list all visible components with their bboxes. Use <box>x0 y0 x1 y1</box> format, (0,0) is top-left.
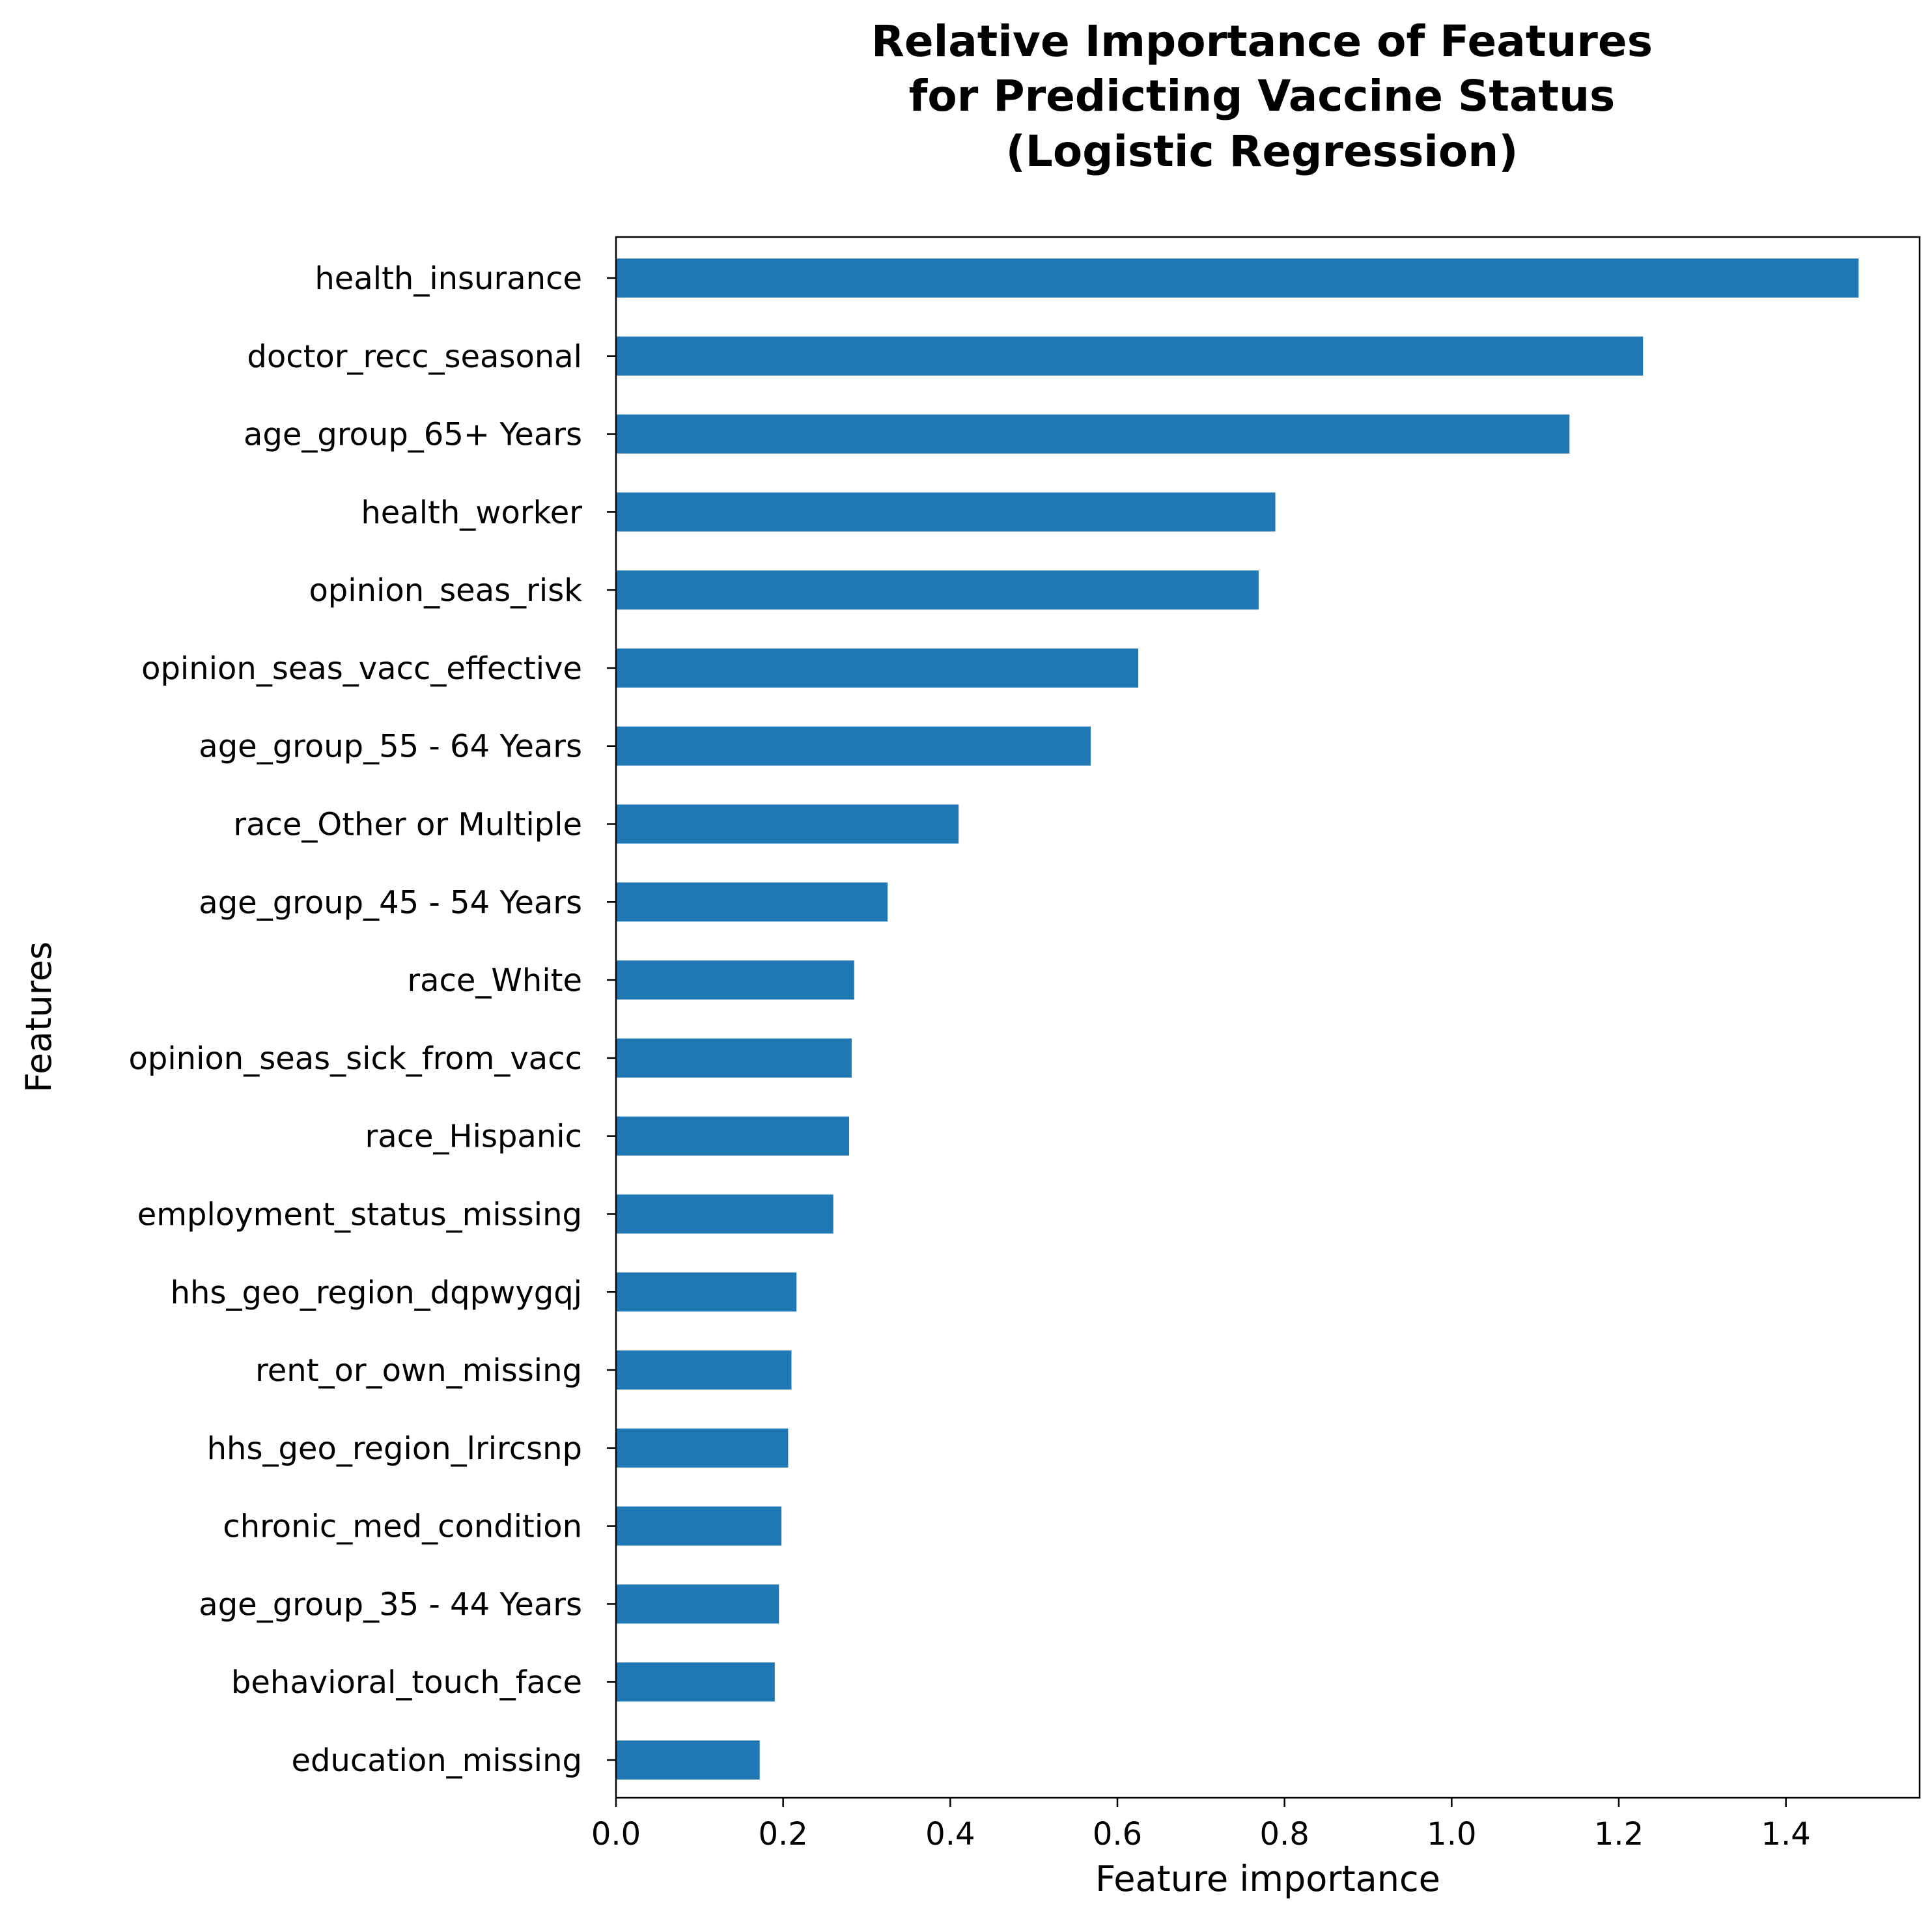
bar-7 <box>616 726 1091 766</box>
chart-title-line-2: for Predicting Vaccine Status <box>909 71 1616 121</box>
bar-20 <box>616 1740 760 1780</box>
y-axis-label: Features <box>18 942 59 1093</box>
bar-8 <box>616 804 959 844</box>
bar-2 <box>616 336 1644 376</box>
y-tick-label-18: age_group_35 - 44 Years <box>199 1586 582 1623</box>
chart-title-line-1: Relative Importance of Features <box>871 16 1653 66</box>
y-tick-label-5: opinion_seas_risk <box>309 572 582 609</box>
y-tick-label-10: race_White <box>407 962 582 999</box>
y-tick-label-1: health_insurance <box>315 260 582 297</box>
bar-6 <box>616 648 1139 688</box>
bar-3 <box>616 414 1570 454</box>
x-tick-label-4: 0.6 <box>1093 1816 1142 1852</box>
bar-4 <box>616 492 1276 532</box>
y-tick-label-11: opinion_seas_sick_from_vacc <box>128 1041 582 1077</box>
bar-11 <box>616 1038 852 1078</box>
y-tick-label-13: employment_status_missing <box>137 1196 582 1233</box>
bar-10 <box>616 960 854 1000</box>
y-tick-label-20: education_missing <box>291 1742 582 1779</box>
bar-14 <box>616 1272 797 1312</box>
y-tick-label-15: rent_or_own_missing <box>255 1352 582 1389</box>
x-tick-label-8: 1.4 <box>1761 1816 1810 1852</box>
bars-group <box>616 258 1859 1780</box>
chart-title-line-3: (Logistic Regression) <box>1006 126 1519 176</box>
x-tick-label-5: 0.8 <box>1259 1816 1309 1852</box>
y-tick-label-4: health_worker <box>361 494 582 531</box>
x-ticks: 0.0 0.2 0.4 0.6 0.8 1.0 1.2 1.4 <box>591 1798 1811 1852</box>
y-tick-label-17: chronic_med_condition <box>223 1509 582 1545</box>
y-tick-label-16: hhs_geo_region_lrircsnp <box>207 1431 582 1467</box>
bar-5 <box>616 570 1259 610</box>
x-tick-label-2: 0.2 <box>758 1816 807 1852</box>
bar-19 <box>616 1662 775 1702</box>
chart-title: Relative Importance of Features for Pred… <box>871 16 1653 176</box>
bar-12 <box>616 1116 850 1156</box>
y-tick-labels: health_insurance doctor_recc_seasonal age_… <box>128 260 616 1779</box>
y-tick-label-3: age_group_65+ Years <box>244 417 582 453</box>
y-tick-label-19: behavioral_touch_face <box>231 1664 582 1701</box>
bar-13 <box>616 1194 833 1234</box>
bar-16 <box>616 1428 789 1468</box>
bar-1 <box>616 258 1859 298</box>
bar-18 <box>616 1584 779 1624</box>
y-tick-label-12: race_Hispanic <box>365 1119 582 1155</box>
x-axis-label: Feature importance <box>1095 1858 1440 1899</box>
y-tick-label-14: hhs_geo_region_dqpwygqj <box>171 1274 582 1311</box>
y-tick-label-6: opinion_seas_vacc_effective <box>141 650 582 687</box>
x-tick-label-7: 1.2 <box>1594 1816 1644 1852</box>
y-tick-label-9: age_group_45 - 54 Years <box>199 884 582 921</box>
y-tick-label-8: race_Other or Multiple <box>233 807 582 843</box>
bar-15 <box>616 1350 792 1390</box>
x-tick-label-3: 0.4 <box>925 1816 975 1852</box>
y-tick-label-2: doctor_recc_seasonal <box>247 339 582 375</box>
plot-frame <box>615 236 1921 1799</box>
x-tick-label-1: 0.0 <box>591 1816 641 1852</box>
bar-9 <box>616 882 888 922</box>
bar-17 <box>616 1506 782 1546</box>
x-tick-label-6: 1.0 <box>1427 1816 1476 1852</box>
y-tick-label-7: age_group_55 - 64 Years <box>199 729 582 765</box>
